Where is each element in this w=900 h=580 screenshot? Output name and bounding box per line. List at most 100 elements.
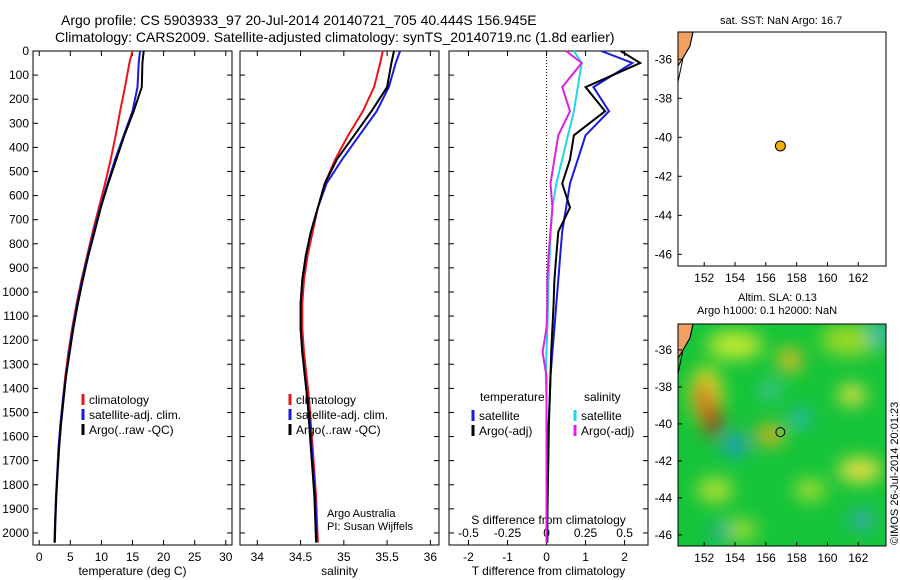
y-tick-label: 200 xyxy=(9,92,29,106)
map-y-tick-label: -36 xyxy=(655,52,673,66)
map-x-tick-label: 162 xyxy=(848,551,868,565)
coastline xyxy=(677,31,694,83)
y-tick-label: 1800 xyxy=(2,478,29,492)
y-tick-label: 2000 xyxy=(2,526,29,540)
credit-line-2: PI: Susan Wijffels xyxy=(327,521,413,533)
x-tick-label: -2 xyxy=(463,550,474,564)
y-tick-label: 1900 xyxy=(2,502,29,516)
sla-map-title-2: Argo h1000: 0.1 h2000: NaN xyxy=(697,305,838,317)
series-line-0 xyxy=(546,50,635,543)
map-x-tick-label: 160 xyxy=(817,271,837,285)
map-x-tick-label: 156 xyxy=(756,271,776,285)
panel-frame-1 xyxy=(239,50,440,546)
figure-title-line1: Argo profile: CS 5903933_97 20-Jul-2014 … xyxy=(61,12,537,28)
y-tick-label: 300 xyxy=(9,116,29,130)
map-y-tick-label: -42 xyxy=(655,169,673,183)
map-frame-3 xyxy=(677,31,887,267)
x-tick-label: 34 xyxy=(251,550,265,564)
y-tick-label: 0 xyxy=(22,44,29,58)
legend-label: satellite xyxy=(479,409,520,423)
map-x-tick-label: 154 xyxy=(725,271,745,285)
sla-heatmap xyxy=(678,324,886,546)
legend-title: salinity xyxy=(584,390,621,404)
top-x-tick-label: 0.25 xyxy=(574,526,598,540)
map-y-tick-label: -44 xyxy=(655,208,673,222)
x-tick-label: 35 xyxy=(337,550,351,564)
map-x-tick-label: 156 xyxy=(756,551,776,565)
legend-label: Argo(-adj) xyxy=(581,424,634,438)
top-x-tick-label: -0.5 xyxy=(458,526,479,540)
map-x-tick-label: 158 xyxy=(787,271,807,285)
x-tick-label: -1 xyxy=(502,550,513,564)
panel-frame-0 xyxy=(32,50,233,546)
y-tick-label: 1100 xyxy=(3,309,29,323)
map-y-tick-label: -36 xyxy=(655,343,673,357)
y-tick-label: 900 xyxy=(9,261,29,275)
map-x-tick-label: 154 xyxy=(725,551,745,565)
series-line-1 xyxy=(53,50,141,543)
series-line-3 xyxy=(541,50,584,543)
map-y-tick-label: -44 xyxy=(655,491,673,505)
y-tick-label: 1500 xyxy=(2,405,29,419)
x-tick-label: 2 xyxy=(621,550,628,564)
legend-title: temperature xyxy=(480,390,545,404)
x-axis-label: temperature (deg C) xyxy=(78,564,186,578)
series-line-2 xyxy=(299,50,395,543)
x-tick-label: 25 xyxy=(188,550,202,564)
legend-label: Argo(-adj) xyxy=(479,424,532,438)
x-tick-label: 20 xyxy=(157,550,171,564)
x-axis-label: T difference from climatology xyxy=(472,564,626,578)
map-frame-4 xyxy=(677,323,887,547)
figure-title-line2: Climatology: CARS2009. Satellite-adjuste… xyxy=(55,29,615,45)
y-tick-label: 1600 xyxy=(2,430,29,444)
y-tick-label: 700 xyxy=(9,213,29,227)
top-x-tick-label: 0.5 xyxy=(616,526,633,540)
x-tick-label: 1 xyxy=(582,550,589,564)
map-y-tick-label: -38 xyxy=(655,380,673,394)
map-x-tick-label: 158 xyxy=(787,551,807,565)
float-location-marker xyxy=(775,427,786,438)
x-tick-label: 30 xyxy=(219,550,233,564)
series-line-0 xyxy=(53,50,134,543)
legend-label: climatology xyxy=(296,393,356,407)
x-tick-label: 15 xyxy=(126,550,140,564)
map-y-tick-label: -42 xyxy=(655,454,673,468)
map-y-tick-label: -46 xyxy=(655,528,673,542)
x-tick-label: 34.5 xyxy=(289,550,313,564)
y-tick-label: 100 xyxy=(9,68,29,82)
series-line-1 xyxy=(546,50,643,543)
legend-label: Argo(..raw -QC) xyxy=(296,423,381,437)
sla-map-title-1: Altim. SLA: 0.13 xyxy=(738,292,817,304)
y-tick-label: 400 xyxy=(9,140,29,154)
map-y-tick-label: -40 xyxy=(655,130,673,144)
legend-label: satellite-adj. clim. xyxy=(89,408,181,422)
map-y-tick-label: -46 xyxy=(655,247,673,261)
y-tick-label: 1300 xyxy=(2,357,29,371)
panel-frame-2 xyxy=(448,50,649,546)
series-line-1 xyxy=(299,50,402,543)
map-y-tick-label: -40 xyxy=(655,417,673,431)
map-x-tick-label: 152 xyxy=(694,551,714,565)
map-y-tick-label: -38 xyxy=(655,91,673,105)
legend-label: satellite-adj. clim. xyxy=(296,408,388,422)
series-line-0 xyxy=(301,50,384,543)
map-x-tick-label: 162 xyxy=(848,271,868,285)
legend-label: climatology xyxy=(89,393,149,407)
top-x-axis-label: S difference from climatology xyxy=(471,513,626,527)
map-x-tick-label: 152 xyxy=(694,271,714,285)
x-tick-label: 10 xyxy=(95,550,109,564)
x-tick-label: 35.5 xyxy=(375,550,399,564)
y-tick-label: 1700 xyxy=(2,454,29,468)
credit-line-1: Argo Australia xyxy=(327,508,396,520)
x-tick-label: 0 xyxy=(543,550,550,564)
legend-label: Argo(..raw -QC) xyxy=(89,423,174,437)
y-tick-label: 1400 xyxy=(2,381,29,395)
coastline-land xyxy=(677,31,694,68)
float-location-marker xyxy=(774,140,786,152)
top-x-tick-label: -0.25 xyxy=(494,526,522,540)
series-line-2 xyxy=(53,50,145,543)
y-tick-label: 1000 xyxy=(2,285,29,299)
x-axis-label: salinity xyxy=(321,564,358,578)
x-tick-label: 36 xyxy=(424,550,438,564)
